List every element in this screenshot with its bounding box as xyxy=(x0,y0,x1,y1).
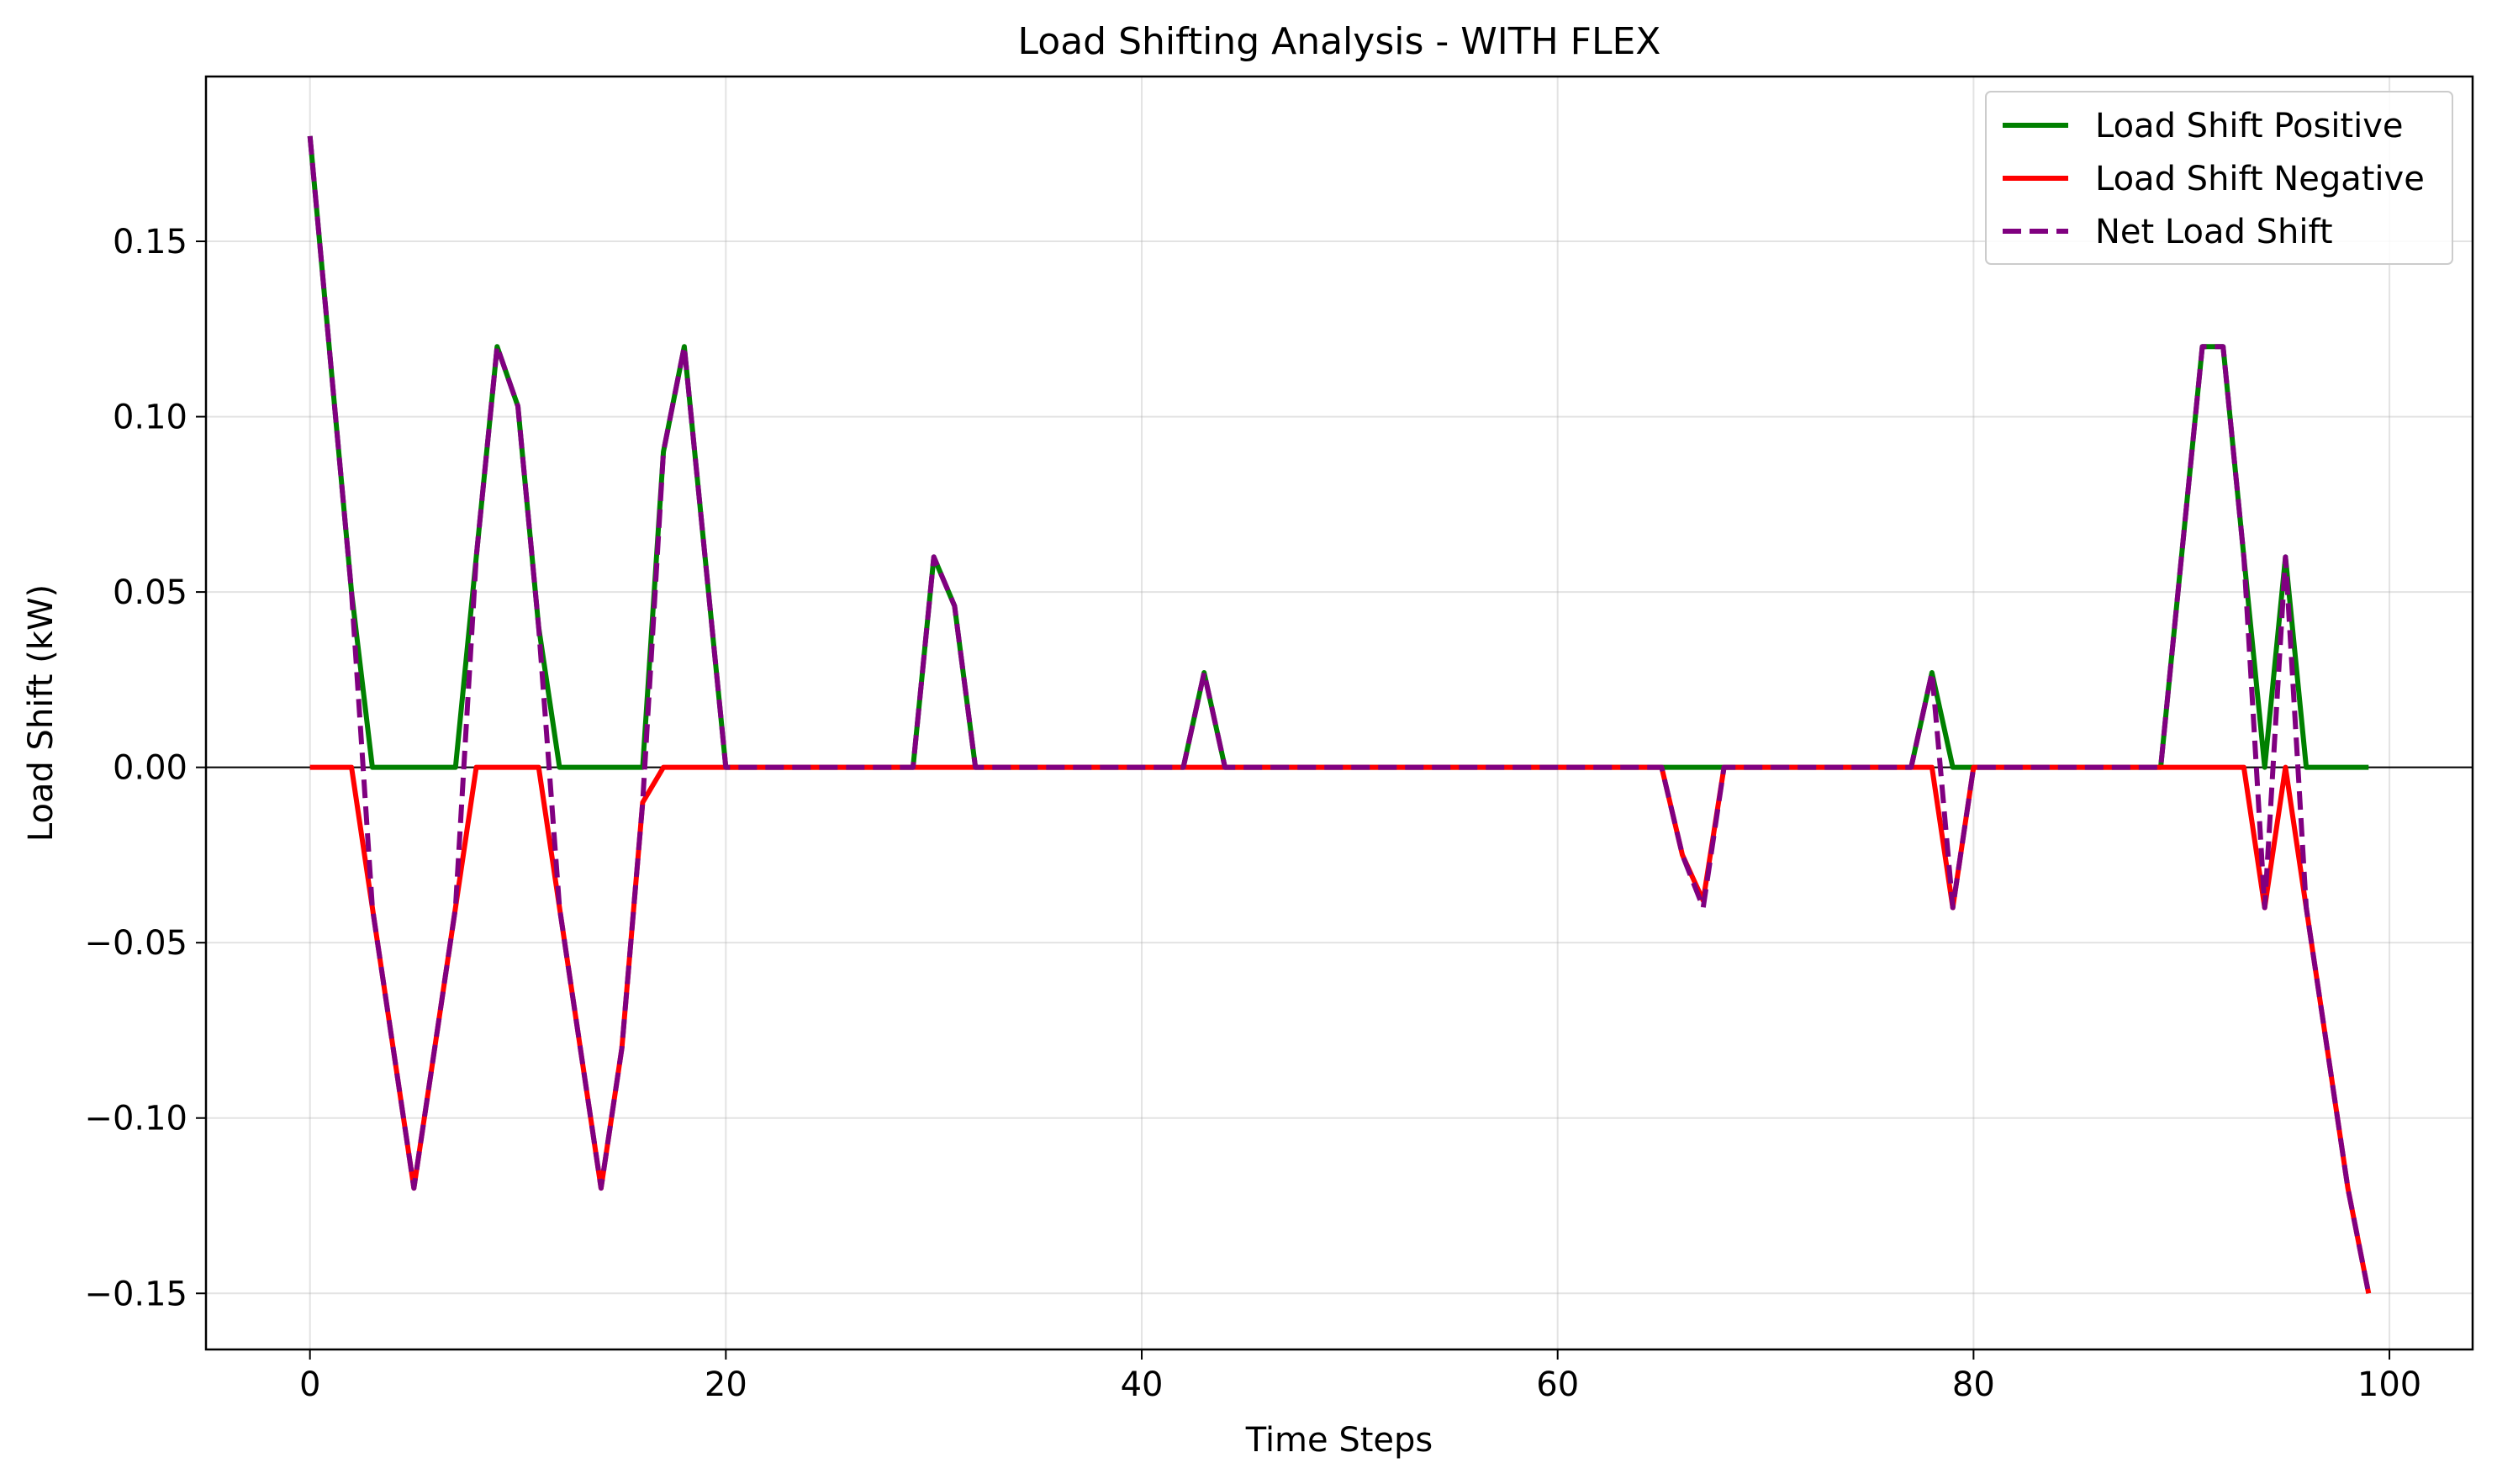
plot-frame xyxy=(204,75,2474,1351)
y-tick-label: −0.10 xyxy=(84,1100,187,1138)
x-tick-label: 0 xyxy=(299,1365,320,1404)
y-tick-label: −0.05 xyxy=(84,924,187,963)
x-tick-label: 20 xyxy=(705,1365,747,1404)
legend-label-net-load-shift: Net Load Shift xyxy=(2095,213,2333,251)
y-axis-label: Load Shift (kW) xyxy=(22,584,61,842)
x-axis-ticks: 0 20 40 60 80 100 xyxy=(299,1349,2421,1404)
legend-label-load-shift-negative: Load Shift Negative xyxy=(2095,160,2425,198)
y-tick-label: 0.15 xyxy=(113,223,187,261)
y-axis-ticks: −0.15 −0.10 −0.05 0.00 0.05 0.10 0.15 xyxy=(84,223,206,1313)
series-line-load-shift-negative xyxy=(309,764,2372,1294)
x-tick-label: 80 xyxy=(1952,1365,1995,1404)
x-axis-label: Time Steps xyxy=(1245,1421,1433,1460)
series-layer xyxy=(307,135,2372,1294)
x-tick-label: 60 xyxy=(1536,1365,1579,1404)
y-tick-label: 0.05 xyxy=(113,573,187,612)
legend-box xyxy=(1985,91,2453,265)
x-tick-label: 40 xyxy=(1121,1365,1164,1404)
y-tick-label: 0.10 xyxy=(113,399,187,437)
y-tick-label: 0.00 xyxy=(113,749,187,788)
x-tick-label: 100 xyxy=(2357,1365,2421,1404)
chart-title: Load Shifting Analysis - WITH FLEX xyxy=(1018,20,1661,63)
legend: Load Shift Positive Load Shift Negative Ne… xyxy=(1985,91,2453,265)
y-tick-label: −0.15 xyxy=(84,1275,187,1313)
series-line-net-load-shift xyxy=(307,135,2372,1294)
legend-label-load-shift-positive: Load Shift Positive xyxy=(2095,107,2404,145)
